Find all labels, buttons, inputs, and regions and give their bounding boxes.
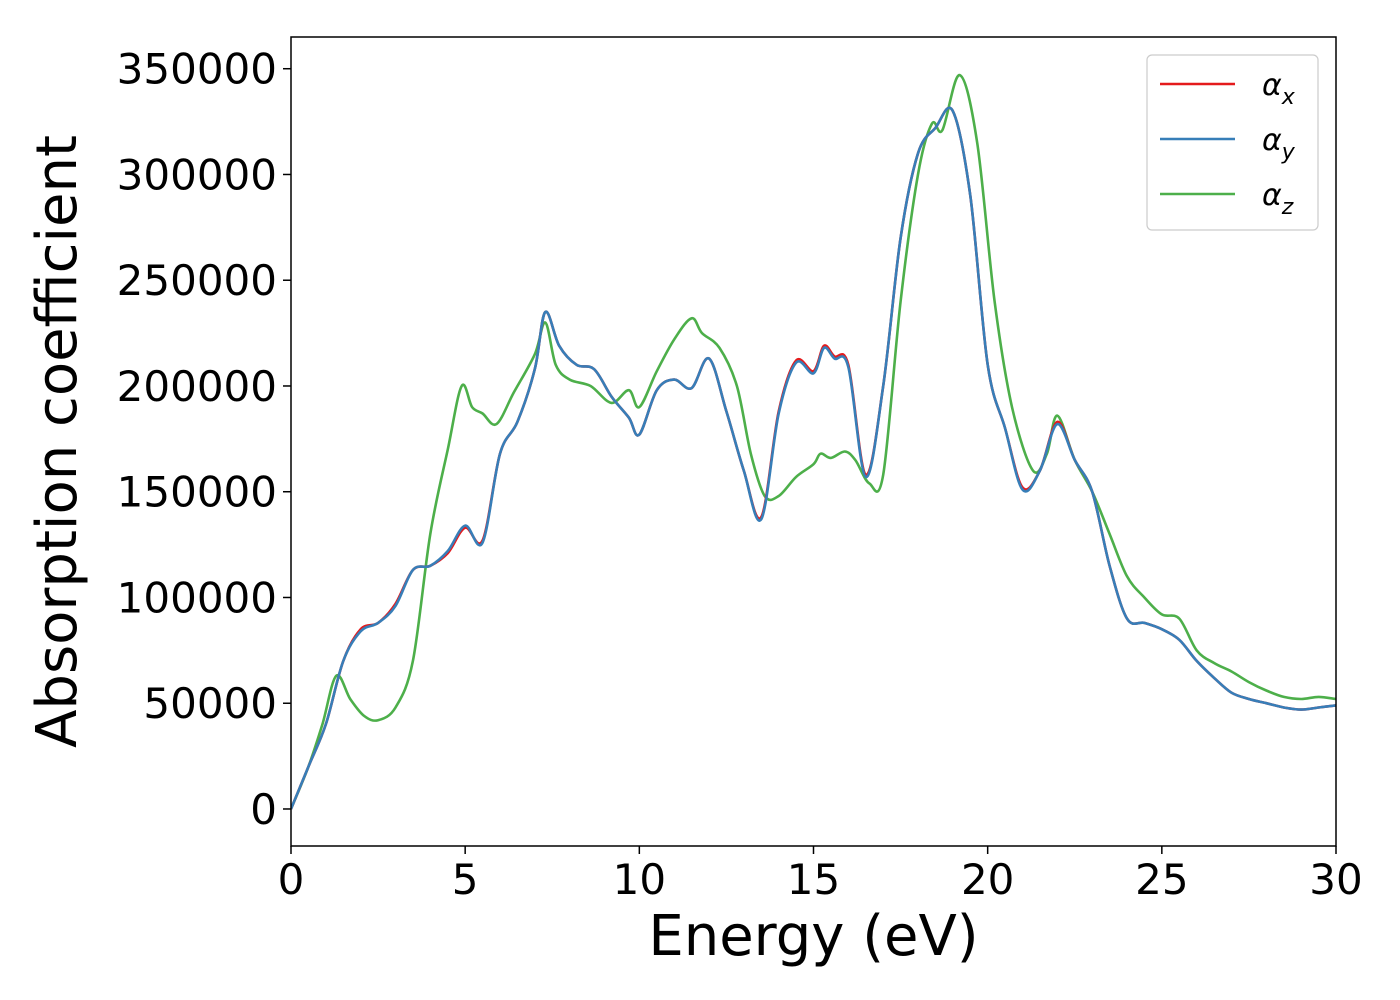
- x-tick-label: 10: [613, 855, 666, 904]
- series-lines: [291, 73, 1336, 810]
- legend: αx αy αz: [1146, 54, 1319, 231]
- y-tick-label: 300000: [117, 150, 277, 199]
- x-tick-label: 0: [278, 855, 305, 904]
- x-axis-title: Energy (eV): [648, 904, 978, 969]
- series-line-z: [291, 73, 1336, 810]
- x-tick-label: 30: [1309, 855, 1362, 904]
- y-tick-label: 150000: [117, 468, 277, 517]
- x-tick-label: 5: [452, 855, 479, 904]
- y-axis-title: Absorption coefficient: [25, 135, 90, 748]
- y-tick-label: 0: [250, 785, 277, 834]
- x-tick-label: 20: [961, 855, 1014, 904]
- y-axis: 0 50000 100000 150000 200000 250000 300000 3500…: [117, 45, 291, 834]
- y-tick-label: 50000: [143, 679, 277, 728]
- legend-box: [1146, 54, 1319, 231]
- legend-label-x: αx: [1262, 68, 1296, 110]
- y-tick-label: 200000: [117, 362, 277, 411]
- y-tick-label: 250000: [117, 256, 277, 305]
- y-tick-label: 350000: [117, 45, 277, 94]
- legend-label-z: αz: [1262, 178, 1294, 220]
- x-tick-label: 15: [787, 855, 840, 904]
- legend-label-y: αy: [1262, 123, 1296, 165]
- series-line-y: [291, 106, 1336, 810]
- y-tick-label: 100000: [117, 573, 277, 622]
- x-axis: 0 5 10 15 20 25 30: [278, 846, 1363, 904]
- x-tick-label: 25: [1135, 855, 1188, 904]
